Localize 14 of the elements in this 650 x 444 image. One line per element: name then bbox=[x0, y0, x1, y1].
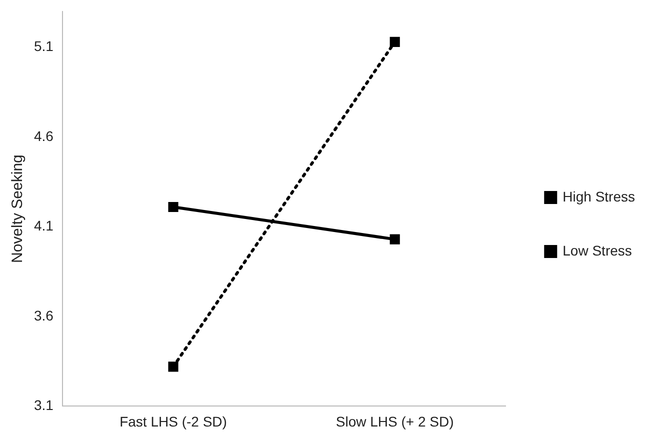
point bbox=[168, 202, 178, 212]
y-tick-label: 4.1 bbox=[34, 218, 54, 234]
y-tick-label: 4.6 bbox=[34, 128, 54, 144]
point bbox=[168, 362, 178, 372]
x-tick-label: Slow LHS (+ 2 SD) bbox=[336, 413, 454, 430]
y-tick-label: 3.1 bbox=[34, 397, 54, 414]
y-tick-label: 5.1 bbox=[34, 38, 54, 54]
y-tick-label: 3.6 bbox=[34, 307, 54, 324]
point bbox=[390, 36, 400, 47]
y-axis-title: Novelty Seeking bbox=[9, 154, 26, 264]
legend-label: High Stress bbox=[562, 188, 635, 204]
point bbox=[390, 234, 400, 244]
x-tick-label: Fast LHS (-2 SD) bbox=[120, 413, 227, 430]
legend-label: Low Stress bbox=[562, 242, 632, 258]
